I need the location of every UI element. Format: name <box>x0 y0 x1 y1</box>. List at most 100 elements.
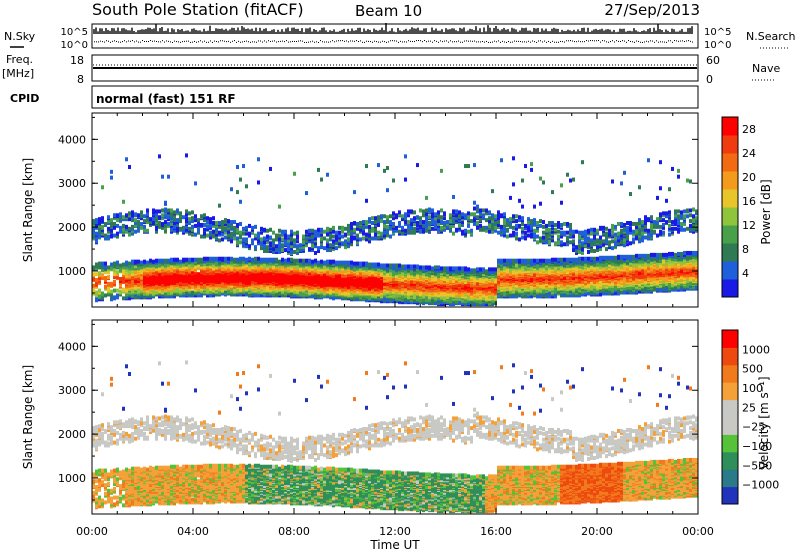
power-cell <box>212 221 215 226</box>
noise-search-mark <box>646 40 647 42</box>
power-cell <box>164 207 167 212</box>
power-cell <box>230 231 233 236</box>
noise-search-mark <box>136 40 137 42</box>
power-cell <box>335 234 338 239</box>
noise-search-mark <box>186 40 187 42</box>
noise-search-mark <box>230 41 231 43</box>
noise-search-mark <box>592 40 593 42</box>
power-cell <box>107 226 110 231</box>
noise-search-mark <box>316 41 317 43</box>
noise-search-mark <box>102 41 103 43</box>
noise-search-mark <box>152 40 153 42</box>
freq-ytick-left-top: 18 <box>70 54 84 67</box>
power-cell <box>266 257 269 262</box>
power-cell <box>386 273 389 278</box>
power-cell <box>293 243 296 248</box>
power-cell <box>161 208 164 213</box>
power-cell <box>404 228 407 233</box>
noise-search-mark <box>618 40 619 42</box>
power-cell <box>110 293 113 298</box>
noise-search-mark <box>396 40 397 42</box>
noise-search-mark <box>564 41 565 43</box>
power-cell <box>284 229 287 234</box>
noise-search-mark <box>312 40 313 42</box>
power-cell <box>278 233 281 238</box>
power-cell <box>359 237 362 242</box>
power-cell <box>185 257 188 262</box>
power-cell <box>386 188 389 193</box>
power-cell <box>320 259 323 264</box>
power-cell <box>359 221 362 226</box>
noise-search-mark <box>306 41 307 43</box>
power-cell <box>377 163 380 168</box>
noise-search-mark <box>370 41 371 43</box>
noise-search-mark <box>340 40 341 42</box>
power-cell <box>110 289 113 294</box>
power-cell <box>230 187 233 192</box>
power-cell <box>212 256 215 261</box>
power-cell <box>416 221 419 226</box>
power-cell <box>353 190 356 195</box>
power-cell <box>278 237 281 242</box>
power-cell <box>155 258 158 263</box>
power-cell <box>95 225 98 230</box>
power-cell <box>239 240 242 245</box>
noise-search-mark <box>668 40 669 42</box>
power-cell <box>137 222 140 227</box>
noise-search-mark <box>614 41 615 43</box>
power-cell <box>326 238 329 243</box>
noise-search-mark <box>226 41 227 43</box>
noise-search-mark <box>206 41 207 43</box>
power-cell <box>101 273 104 278</box>
noise-search-mark <box>424 40 425 42</box>
power-cell <box>356 261 359 266</box>
noise-search-mark <box>320 40 321 42</box>
noise-search-mark <box>182 41 183 43</box>
noise-search-mark <box>352 40 353 42</box>
power-cell <box>425 224 428 229</box>
power-cell <box>134 212 137 217</box>
power-cell <box>317 246 320 251</box>
power-cell <box>122 199 125 204</box>
power-cell <box>95 222 98 227</box>
power-cell <box>251 225 254 230</box>
power-cell <box>374 236 377 241</box>
power-cell <box>197 272 200 277</box>
power-cell <box>188 211 191 216</box>
noise-search-mark <box>180 41 181 43</box>
power-cell <box>392 263 395 268</box>
noise-search-mark <box>96 41 97 43</box>
power-cell <box>170 221 173 226</box>
power-cell <box>122 269 125 274</box>
noise-search-mark <box>450 40 451 42</box>
power-cell <box>386 224 389 229</box>
power-cell <box>128 269 131 274</box>
power-cell <box>230 224 233 229</box>
power-cell <box>257 231 260 236</box>
power-cell <box>287 238 290 243</box>
power-cell <box>179 219 182 224</box>
power-cell <box>215 221 218 226</box>
power-cell <box>209 293 212 298</box>
noise-search-mark <box>466 40 467 42</box>
power-cell <box>116 218 119 223</box>
power-cell <box>266 240 269 245</box>
power-cell <box>170 226 173 231</box>
noise-search-mark <box>444 40 445 42</box>
power-cell <box>95 290 98 295</box>
noise-search-mark <box>474 40 475 42</box>
power-cell <box>419 265 422 270</box>
power-cell <box>395 263 398 268</box>
noise-search-mark <box>560 40 561 42</box>
power-cell <box>92 265 95 270</box>
power-cell <box>269 257 272 262</box>
noise-search-mark <box>484 41 485 43</box>
noise-search-mark <box>362 41 363 43</box>
noise-search-mark <box>440 40 441 42</box>
noise-search-mark <box>650 40 651 42</box>
power-cell <box>110 228 113 233</box>
power-cell <box>251 257 254 262</box>
power-cell <box>101 265 104 270</box>
power-cell <box>110 221 113 226</box>
